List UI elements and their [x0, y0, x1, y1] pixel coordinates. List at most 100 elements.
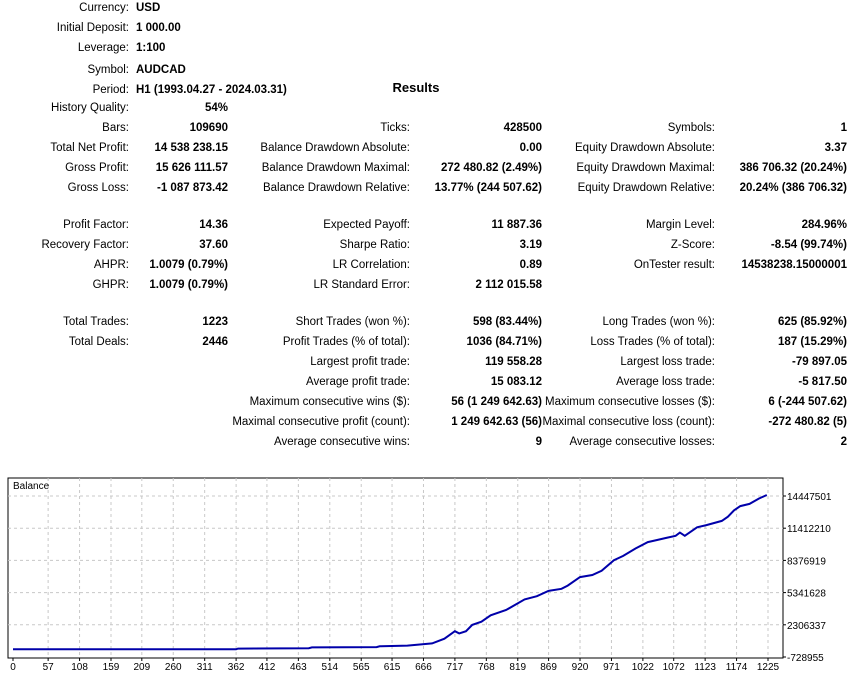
x-tick-label: 1072 [663, 662, 686, 673]
symbols-label: Symbols: [667, 122, 715, 134]
average-loss-trade-label: Average loss trade: [616, 376, 715, 388]
x-tick-label: 565 [353, 662, 370, 673]
profit-factor-value: 14.36 [199, 219, 228, 231]
currency-value: USD [136, 2, 161, 14]
average-profit-trade-value: 15 083.12 [490, 376, 542, 388]
z-score-value: -8.54 (99.74%) [770, 239, 847, 251]
x-tick-label: 260 [165, 662, 182, 673]
long-trades-won-label: Long Trades (won %): [602, 316, 715, 328]
ticks-value: 428500 [503, 122, 542, 134]
balance-drawdown-absolute-value: 0.00 [519, 142, 542, 154]
largest-profit-trade-value: 119 558.28 [485, 356, 542, 368]
short-trades-won-value: 598 (83.44%) [472, 316, 542, 328]
balance-drawdown-relative-label: Balance Drawdown Relative: [262, 182, 410, 194]
profit-factor-label: Profit Factor: [63, 219, 129, 231]
x-tick-label: 819 [509, 662, 526, 673]
maximum-consecutive-losses-value: 6 (-244 507.62) [768, 396, 847, 408]
balance-chart: 0 57 108 159 209 260 311 362 412 463 514 565 615 666 7… [7, 477, 832, 673]
y-tick-label: 14447501 [787, 492, 832, 503]
x-tick-label: 463 [290, 662, 307, 673]
largest-loss-trade-value: -79 897.05 [792, 356, 847, 368]
x-tick-label: 412 [259, 662, 276, 673]
margin-level-value: 284.96% [801, 219, 847, 231]
sharpe-ratio-value: 3.19 [519, 239, 542, 251]
period-value: H1 (1993.04.27 - 2024.03.31) [136, 84, 287, 96]
loss-trades-of-total-value: 187 (15.29%) [777, 336, 847, 348]
total-trades-label: Total Trades: [63, 316, 129, 328]
x-tick-label: 666 [415, 662, 432, 673]
x-tick-label: 209 [133, 662, 150, 673]
x-tick-label: 159 [103, 662, 120, 673]
bars-value: 109690 [189, 122, 228, 134]
x-tick-label: 971 [603, 662, 620, 673]
total-deals-value: 2446 [202, 336, 228, 348]
x-tick-label: 1174 [726, 662, 748, 673]
expected-payoff-value: 11 887.36 [491, 219, 542, 231]
average-consecutive-wins-label: Average consecutive wins: [274, 436, 410, 448]
largest-profit-trade-label: Largest profit trade: [310, 356, 410, 368]
maximum-consecutive-losses-label: Maximum consecutive losses ($): [545, 396, 715, 408]
z-score-label: Z-Score: [670, 239, 715, 251]
x-tick-label: 615 [384, 662, 401, 673]
equity-drawdown-relative-value: 20.24% (386 706.32) [739, 182, 847, 194]
equity-drawdown-maximal-label: Equity Drawdown Maximal: [576, 162, 715, 174]
total-net-profit-label: Total Net Profit: [50, 142, 129, 154]
symbol-label: Symbol: [87, 64, 129, 76]
initial-deposit-label: Initial Deposit: [56, 22, 129, 34]
lr-standard-error-label: LR Standard Error: [313, 279, 410, 291]
total-deals-label: Total Deals: [68, 336, 129, 348]
maximal-consecutive-profit-count-label: Maximal consecutive profit (count): [232, 416, 410, 428]
ahpr-value: 1.0079 (0.79%) [149, 259, 228, 271]
x-tick-label: 0 [10, 662, 16, 673]
recovery-factor-value: 37.60 [199, 239, 228, 251]
ghpr-value: 1.0079 (0.79%) [149, 279, 228, 291]
expected-payoff-label: Expected Payoff: [323, 219, 410, 231]
x-tick-label: 717 [447, 662, 464, 673]
recovery-factor-label: Recovery Factor: [41, 239, 129, 251]
loss-trades-of-total-label: Loss Trades (% of total): [590, 336, 715, 348]
average-profit-trade-label: Average profit trade: [306, 376, 410, 388]
gross-loss-label: Gross Loss: [67, 182, 129, 194]
x-tick-label: 1225 [757, 662, 780, 673]
history-quality-value: 54% [204, 102, 228, 114]
y-tick-label: 8376919 [787, 556, 826, 567]
x-tick-label: 768 [478, 662, 495, 673]
chart-title: Balance [13, 481, 50, 492]
gross-profit-value: 15 626 111.57 [155, 162, 228, 174]
average-consecutive-losses-value: 2 [840, 436, 847, 448]
ontester-result-label: OnTester result: [633, 259, 715, 271]
margin-level-label: Margin Level: [645, 219, 715, 231]
results-title: Results [392, 80, 440, 95]
leverage-value: 1:100 [136, 42, 166, 54]
lr-correlation-label: LR Correlation: [332, 259, 410, 271]
average-loss-trade-value: -5 817.50 [798, 376, 847, 388]
currency-label: Currency: [79, 2, 129, 14]
short-trades-won-label: Short Trades (won %): [295, 316, 410, 328]
equity-drawdown-absolute-value: 3.37 [824, 142, 847, 154]
average-consecutive-losses-label: Average consecutive losses: [569, 436, 715, 448]
gross-profit-label: Gross Profit: [65, 162, 129, 174]
ticks-label: Ticks: [380, 122, 410, 134]
bars-label: Bars: [102, 122, 129, 134]
x-tick-label: 1022 [632, 662, 655, 673]
largest-loss-trade-label: Largest loss trade: [620, 356, 715, 368]
x-tick-label: 1123 [694, 662, 716, 673]
history-quality-label: History Quality: [51, 102, 129, 114]
balance-line [13, 494, 768, 651]
maximal-consecutive-loss-count-label: Maximal consecutive loss (count): [542, 416, 715, 428]
equity-drawdown-absolute-label: Equity Drawdown Absolute: [575, 142, 715, 154]
balance-drawdown-maximal-label: Balance Drawdown Maximal: [261, 162, 410, 174]
ghpr-label: GHPR: [92, 279, 129, 291]
balance-drawdown-maximal-value: 272 480.82 (2.49%) [440, 162, 542, 174]
symbols-value: 1 [840, 122, 847, 134]
gross-loss-value: -1 087 873.42 [157, 182, 228, 194]
x-tick-label: 57 [43, 662, 55, 673]
y-tick-label: 11412210 [787, 524, 831, 535]
y-tick-label: -728955 [787, 653, 824, 664]
average-consecutive-wins-value: 9 [535, 436, 542, 448]
x-tick-label: 362 [228, 662, 245, 673]
equity-drawdown-relative-label: Equity Drawdown Relative: [577, 182, 715, 194]
plot-frame [7, 477, 784, 659]
initial-deposit-value: 1 000.00 [136, 22, 181, 34]
equity-drawdown-maximal-value: 386 706.32 (20.24%) [739, 162, 847, 174]
